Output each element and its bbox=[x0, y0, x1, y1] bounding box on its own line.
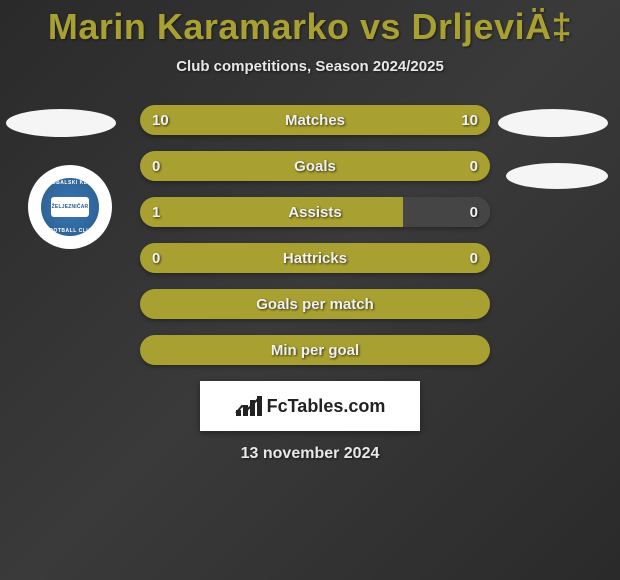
comparison-content: FUDBALSKI KLUB FOOTBALL CLUB ŽELJEZNIČAR… bbox=[0, 105, 620, 365]
fctables-text: FcTables.com bbox=[267, 396, 386, 417]
player-right-avatar-placeholder bbox=[498, 109, 608, 137]
stat-label: Matches bbox=[140, 105, 490, 135]
stat-label: Assists bbox=[140, 197, 490, 227]
fctables-attribution[interactable]: FcTables.com bbox=[200, 381, 420, 431]
stat-value-right: 0 bbox=[470, 197, 478, 227]
stat-value-left: 0 bbox=[152, 151, 160, 181]
player-left-avatar-placeholder bbox=[6, 109, 116, 137]
snapshot-date: 13 november 2024 bbox=[0, 445, 620, 463]
stat-value-left: 10 bbox=[152, 105, 169, 135]
fctables-chart-icon bbox=[235, 396, 261, 416]
stat-value-right: 10 bbox=[461, 105, 478, 135]
stat-row-assists: Assists1 0 bbox=[140, 197, 490, 227]
stat-row-min-per-goal: Min per goal bbox=[140, 335, 490, 365]
stat-label: Goals per match bbox=[140, 289, 490, 319]
stat-row-matches: Matches10 10 bbox=[140, 105, 490, 135]
club-logo-top-text: FUDBALSKI KLUB bbox=[41, 180, 99, 186]
player-right-club-placeholder bbox=[506, 163, 608, 189]
stat-label: Goals bbox=[140, 151, 490, 181]
stat-row-goals-per-match: Goals per match bbox=[140, 289, 490, 319]
page-title: Marin Karamarko vs DrljeviÄ‡ bbox=[0, 0, 620, 48]
stat-label: Min per goal bbox=[140, 335, 490, 365]
stat-row-goals: Goals0 0 bbox=[140, 151, 490, 181]
stats-bars: Matches1010Goals00Assists10Hattricks00Go… bbox=[140, 105, 490, 365]
stat-row-hattricks: Hattricks0 0 bbox=[140, 243, 490, 273]
season-subtitle: Club competitions, Season 2024/2025 bbox=[0, 58, 620, 75]
club-logo-bottom-text: FOOTBALL CLUB bbox=[41, 228, 99, 234]
player-left-club-logo: FUDBALSKI KLUB FOOTBALL CLUB ŽELJEZNIČAR bbox=[28, 165, 112, 249]
stat-value-right: 0 bbox=[470, 151, 478, 181]
stat-value-left: 0 bbox=[152, 243, 160, 273]
stat-value-left: 1 bbox=[152, 197, 160, 227]
stat-value-right: 0 bbox=[470, 243, 478, 273]
stat-label: Hattricks bbox=[140, 243, 490, 273]
